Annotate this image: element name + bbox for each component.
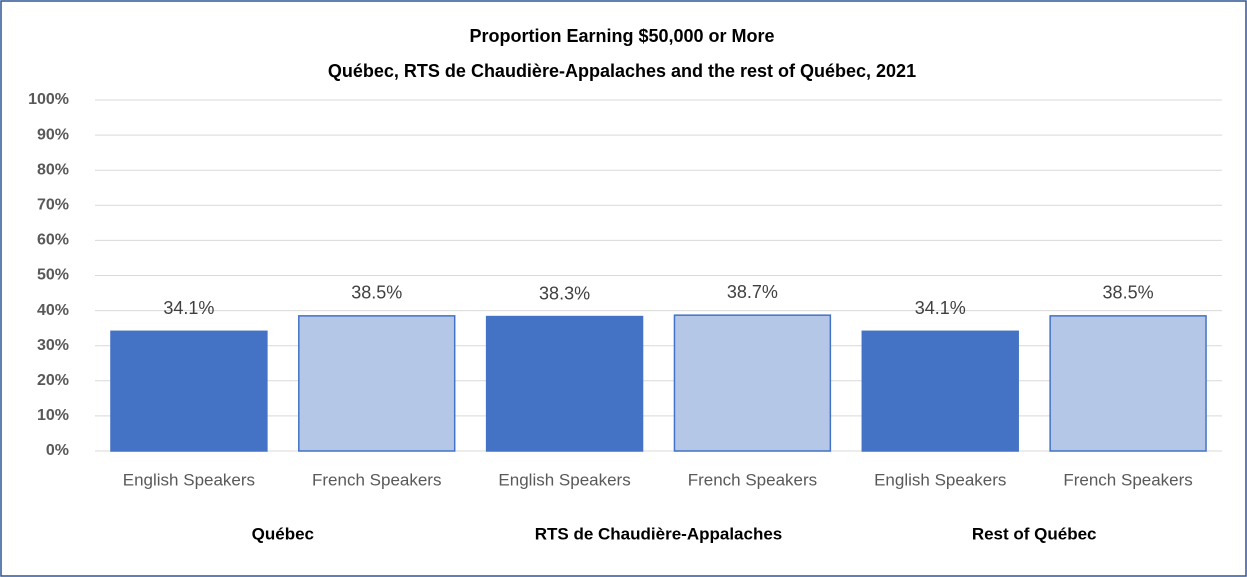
bar bbox=[110, 330, 268, 452]
x-tick-label: English Speakers bbox=[874, 470, 1006, 489]
y-tick-label: 80% bbox=[37, 161, 69, 178]
bar bbox=[485, 315, 644, 452]
x-tick-label: French Speakers bbox=[1063, 470, 1192, 489]
bar bbox=[298, 315, 456, 452]
x-tick-label: English Speakers bbox=[123, 470, 255, 489]
group-label: Rest of Québec bbox=[972, 524, 1097, 543]
y-tick-label: 90% bbox=[37, 126, 69, 143]
y-tick-label: 10% bbox=[37, 407, 69, 424]
y-tick-label: 70% bbox=[37, 197, 69, 214]
y-tick-label: 100% bbox=[28, 91, 69, 108]
bar bbox=[673, 314, 832, 452]
y-tick-label: 30% bbox=[37, 337, 69, 354]
y-tick-label: 50% bbox=[37, 267, 69, 284]
group-label: RTS de Chaudière-Appalaches bbox=[535, 524, 783, 543]
chart-title: Proportion Earning $50,000 or More bbox=[469, 26, 774, 46]
group-label: Québec bbox=[252, 524, 314, 543]
y-tick-label: 40% bbox=[37, 302, 69, 319]
value-label: 38.5% bbox=[351, 283, 402, 303]
value-label: 34.1% bbox=[915, 298, 966, 318]
chart-subtitle: Québec, RTS de Chaudière-Appalaches and … bbox=[328, 61, 916, 81]
value-label: 38.3% bbox=[539, 283, 590, 303]
x-tick-label: English Speakers bbox=[498, 470, 630, 489]
value-label: 38.5% bbox=[1103, 283, 1154, 303]
y-tick-label: 60% bbox=[37, 232, 69, 249]
y-tick-label: 0% bbox=[46, 442, 69, 459]
x-tick-label: French Speakers bbox=[688, 470, 817, 489]
x-tick-label: French Speakers bbox=[312, 470, 441, 489]
value-label: 38.7% bbox=[727, 282, 778, 302]
bar bbox=[1049, 315, 1207, 452]
value-label: 34.1% bbox=[163, 298, 214, 318]
bar bbox=[861, 330, 1019, 452]
y-tick-label: 20% bbox=[37, 372, 69, 389]
